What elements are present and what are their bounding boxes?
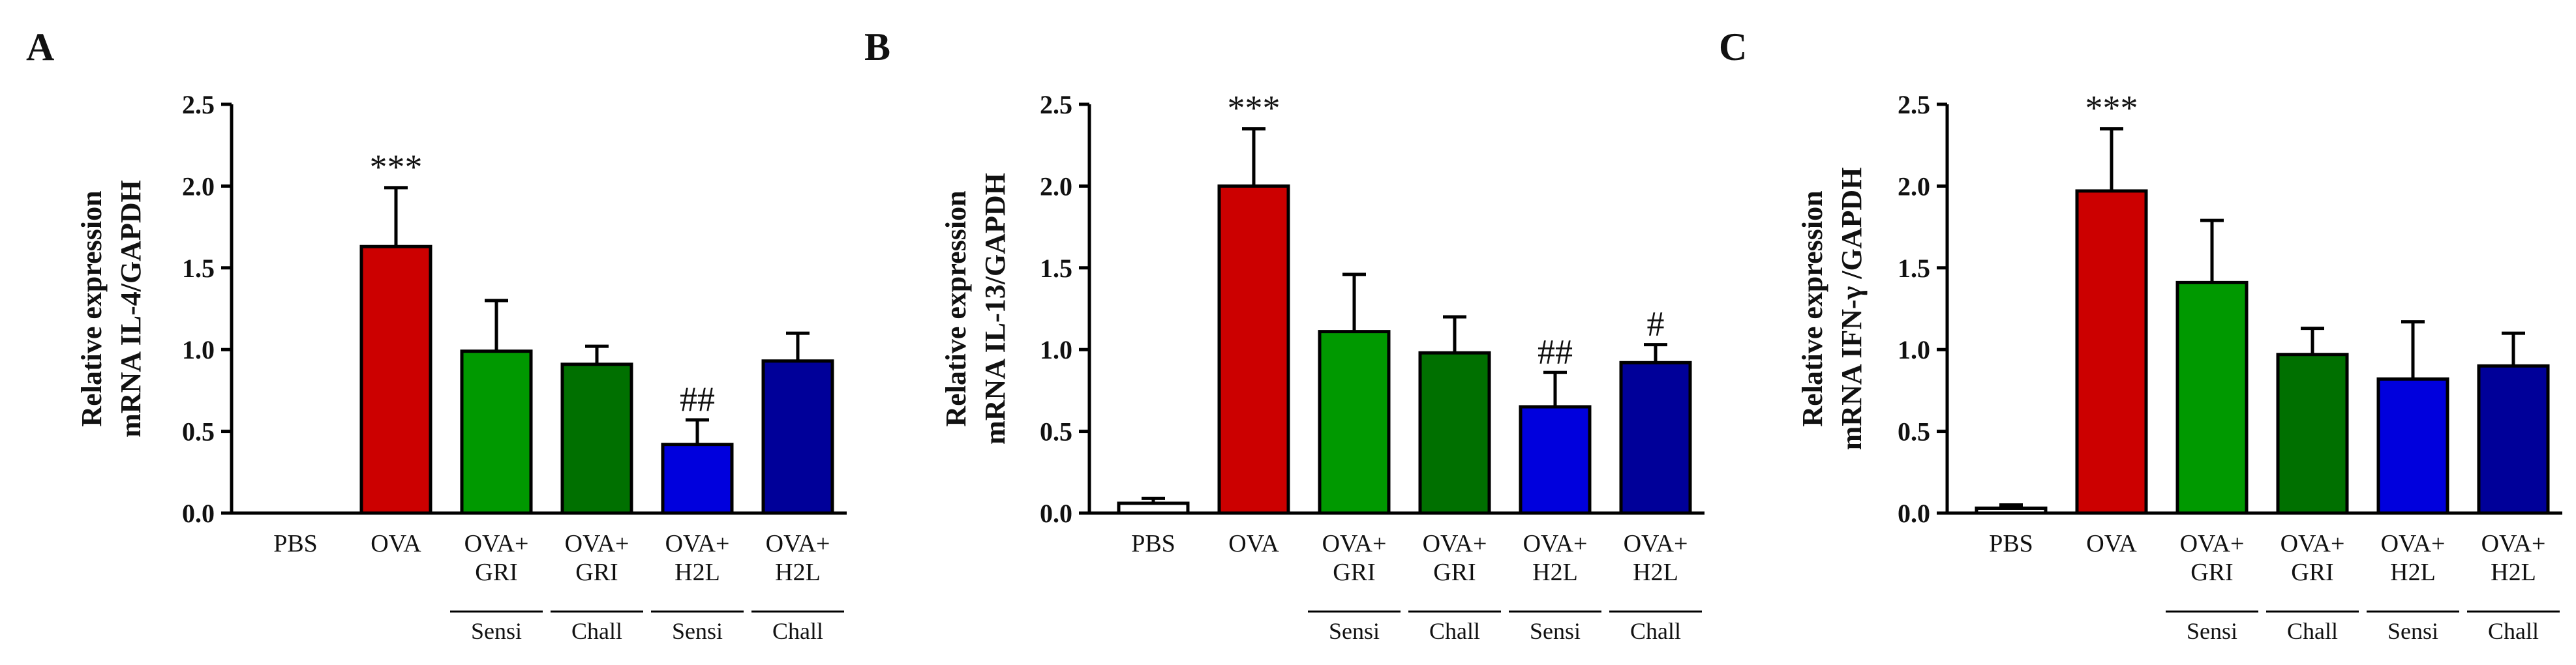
category-label: OVA: [2086, 530, 2137, 557]
bar: [2276, 353, 2349, 515]
bar: [761, 359, 834, 515]
bar: [460, 349, 533, 515]
significance-label: ##: [1538, 332, 1573, 371]
category-label: H2L: [775, 559, 821, 586]
y-axis-label: Relative expression: [1796, 190, 1828, 426]
category-label: GRI: [575, 559, 618, 586]
bar: [1117, 501, 1190, 515]
y-tick-label: 2.0: [182, 171, 215, 201]
bar: [2376, 377, 2449, 515]
y-tick-label: 0.0: [1898, 499, 1930, 528]
category-label: GRI: [1433, 559, 1476, 586]
category-label: OVA+: [565, 530, 629, 557]
category-label: H2L: [1532, 559, 1578, 586]
category-label: OVA+: [766, 530, 830, 557]
category-label: OVA+: [1624, 530, 1688, 557]
chart-panel-B: B 0.0 0.5 1.0 1.5 2.0 2.5 Relative expression mR…: [864, 25, 1705, 644]
category-label: OVA+: [1423, 530, 1487, 557]
bar: [2175, 280, 2249, 515]
y-tick-label: 0.5: [1898, 417, 1930, 447]
bar: [661, 443, 734, 515]
category-label: GRI: [2291, 559, 2333, 586]
category-label: GRI: [1333, 559, 1375, 586]
y-tick-label: 1.5: [1898, 254, 1930, 283]
group-label: Chall: [2287, 618, 2338, 644]
panel-letter: C: [1719, 25, 1747, 68]
significance-label: ##: [680, 379, 715, 419]
category-label: PBS: [273, 530, 318, 557]
y-tick-label: 2.5: [1898, 90, 1930, 119]
y-tick-label: 2.0: [1040, 171, 1072, 201]
y-tick-label: 2.5: [182, 90, 215, 119]
group-label: Sensi: [1329, 618, 1380, 644]
group-label: Sensi: [2387, 618, 2438, 644]
category-label: OVA+: [2281, 530, 2345, 557]
group-label: Chall: [1429, 618, 1480, 644]
y-tick-label: 1.0: [1040, 335, 1072, 364]
group-label: Sensi: [1530, 618, 1581, 644]
group-label: Sensi: [2187, 618, 2237, 644]
y-tick-label: 1.0: [1898, 335, 1930, 364]
bar: [1418, 351, 1491, 515]
y-tick-label: 1.5: [182, 254, 215, 283]
category-label: OVA+: [2180, 530, 2245, 557]
category-label: H2L: [2390, 559, 2436, 586]
bar: [359, 244, 432, 515]
group-label: Chall: [2488, 618, 2539, 644]
y-axis-label: Relative expression: [940, 190, 972, 426]
group-label: Chall: [772, 618, 823, 644]
y-axis-label: Relative expression: [76, 190, 108, 426]
group-label: Chall: [1630, 618, 1681, 644]
panel-letter: B: [864, 25, 890, 68]
group-label: Chall: [571, 618, 622, 644]
y-tick-label: 0.0: [182, 499, 215, 528]
category-label: H2L: [1633, 559, 1678, 586]
category-label: OVA+: [665, 530, 730, 557]
group-label: Sensi: [471, 618, 522, 644]
category-label: OVA: [1228, 530, 1279, 557]
category-label: PBS: [1131, 530, 1175, 557]
significance-label: ***: [2085, 89, 2138, 128]
y-tick-label: 2.0: [1898, 171, 1930, 201]
bar: [1318, 330, 1391, 515]
category-label: OVA+: [1322, 530, 1387, 557]
chart-panel-A: A 0.0 0.5 1.0 1.5 2.0 2.5 Relative expression mR…: [26, 25, 847, 644]
y-tick-label: 2.5: [1040, 90, 1072, 119]
significance-label: #: [1647, 304, 1665, 344]
y-tick-label: 0.0: [1040, 499, 1072, 528]
significance-label: ***: [370, 147, 423, 186]
bar: [2075, 189, 2148, 515]
category-label: PBS: [1989, 530, 2033, 557]
bar: [1619, 361, 1692, 515]
category-label: OVA+: [464, 530, 529, 557]
significance-label: ***: [1228, 89, 1280, 128]
group-label: Sensi: [672, 618, 723, 644]
category-label: GRI: [475, 559, 517, 586]
panel-letter: A: [26, 25, 54, 68]
category-label: OVA: [371, 530, 421, 557]
category-label: GRI: [2190, 559, 2233, 586]
y-tick-label: 1.0: [182, 335, 215, 364]
bar: [560, 362, 633, 515]
y-tick-label: 1.5: [1040, 254, 1072, 283]
bar: [1975, 506, 2048, 515]
category-label: H2L: [2491, 559, 2536, 586]
bar: [1217, 184, 1290, 515]
bar: [2477, 364, 2550, 515]
chart-panel-C: C 0.0 0.5 1.0 1.5 2.0 2.5 Relative expression mR…: [1719, 25, 2562, 644]
category-label: OVA+: [1523, 530, 1588, 557]
category-label: H2L: [674, 559, 720, 586]
y-tick-label: 0.5: [1040, 417, 1072, 447]
category-label: OVA+: [2381, 530, 2446, 557]
y-tick-label: 0.5: [182, 417, 215, 447]
y-axis-label: mRNA IL-4/GAPDH: [115, 180, 147, 437]
category-label: OVA+: [2481, 530, 2546, 557]
y-axis-label: mRNA IL-13/GAPDH: [979, 173, 1011, 445]
bar: [1519, 405, 1592, 515]
y-axis-label: mRNA IFN-γ /GAPDH: [1836, 168, 1868, 451]
